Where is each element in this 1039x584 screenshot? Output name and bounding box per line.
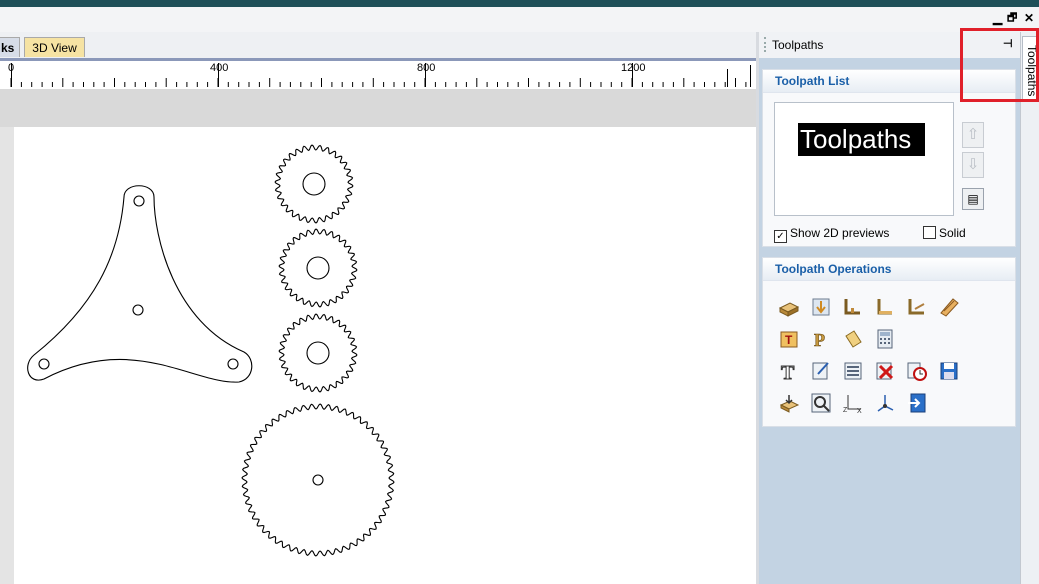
svg-text:Z: Z: [843, 407, 848, 414]
gear-small-3: [278, 313, 358, 393]
toolpath-list-section: Toolpath List Toolpaths ⇧ ⇩ ▤ ✓ Show 2D p…: [762, 69, 1016, 247]
toolpath-timer-icon[interactable]: [904, 358, 930, 384]
svg-text:T: T: [781, 362, 795, 382]
svg-text:T: T: [785, 333, 793, 347]
title-bar: [0, 0, 1039, 7]
toolpath-list-icon[interactable]: [840, 358, 866, 384]
moulding-toolpath-icon[interactable]: [840, 326, 866, 352]
ruler-label: 0: [8, 62, 15, 74]
view-tabs: ks 3D View: [0, 32, 756, 59]
solid-label: Solid: [939, 226, 966, 240]
gear-small-1: [274, 144, 354, 224]
toolpath-listbox[interactable]: Toolpaths: [774, 102, 954, 216]
prism-carve-icon[interactable]: P: [808, 326, 834, 352]
side-tab-label: Toolpaths: [1025, 45, 1039, 97]
gear-large: [241, 403, 395, 557]
ruler-label: 800: [417, 62, 436, 74]
toolpaths-side-tab[interactable]: Toolpaths: [1020, 32, 1039, 584]
toolpaths-panel: Toolpaths ⊣ Toolpath List Toolpaths ⇧ ⇩ …: [759, 32, 1020, 584]
svg-text:P: P: [814, 330, 825, 350]
save-toolpath-icon[interactable]: [936, 358, 962, 384]
gear-small-2: [278, 228, 358, 308]
import-toolpath-icon[interactable]: [904, 390, 930, 416]
delete-toolpath-icon[interactable]: [872, 358, 898, 384]
horizontal-ruler: 0 400 800 1200: [0, 58, 756, 89]
edit-toolpath-icon[interactable]: [808, 358, 834, 384]
toolpath-list-item[interactable]: Toolpaths: [798, 123, 926, 156]
toolpath-list-title: Toolpath List: [763, 70, 1015, 93]
preview-toolpaths-icon[interactable]: [808, 390, 834, 416]
axis-setup-icon[interactable]: [872, 390, 898, 416]
solid-checkbox[interactable]: Solid: [923, 226, 966, 240]
summary-icon: ▤: [967, 192, 979, 206]
toolpath-calculator-icon[interactable]: [872, 326, 898, 352]
svg-text:X: X: [857, 408, 862, 414]
text-tool-icon[interactable]: T: [776, 358, 802, 384]
pin-icon[interactable]: ⊣: [1003, 38, 1013, 50]
material-setup-icon[interactable]: [776, 390, 802, 416]
menu-bar: [0, 7, 1039, 32]
minimize-icon[interactable]: ▁: [993, 11, 1003, 25]
checkbox-box[interactable]: ✓: [774, 230, 787, 243]
highlight-box: [960, 28, 1039, 102]
move-down-button[interactable]: ⇩: [962, 152, 984, 178]
vertical-ruler-header: [0, 89, 756, 127]
tab-2d-view[interactable]: ks: [0, 37, 20, 57]
fluting-toolpath-icon[interactable]: [904, 294, 930, 320]
ruler-ticks: [10, 63, 751, 87]
toolpath-operations-title: Toolpath Operations: [763, 258, 1015, 281]
vertical-ruler: [0, 127, 14, 584]
design-canvas[interactable]: [14, 127, 756, 584]
v-carve-icon[interactable]: T: [776, 326, 802, 352]
toolpath-summary-button[interactable]: ▤: [962, 188, 984, 210]
panel-header: Toolpaths ⊣: [759, 32, 1020, 58]
tab-3d-view[interactable]: 3D View: [24, 37, 85, 57]
arrow-down-icon: ⇩: [966, 156, 980, 173]
grip-icon: [764, 37, 768, 52]
panel-title: Toolpaths: [772, 38, 824, 52]
show-2d-previews-label: Show 2D previews: [790, 226, 890, 240]
splitter[interactable]: [756, 32, 759, 584]
restore-icon[interactable]: 🗗: [1007, 12, 1018, 24]
show-2d-previews-checkbox[interactable]: ✓ Show 2D previews: [774, 226, 889, 243]
texture-toolpath-icon[interactable]: [936, 294, 962, 320]
ruler-label: 400: [210, 62, 229, 74]
quick-engrave-icon[interactable]: [872, 294, 898, 320]
drill-toolpath-icon[interactable]: [840, 294, 866, 320]
move-up-button[interactable]: ⇧: [962, 122, 984, 148]
checkbox-box[interactable]: [923, 226, 936, 239]
arrow-up-icon: ⇧: [966, 126, 980, 143]
ruler-label: 1200: [621, 62, 646, 74]
tri-plate-shape: [27, 185, 253, 383]
profile-toolpath-icon[interactable]: [776, 294, 802, 320]
close-icon[interactable]: ✕: [1024, 11, 1035, 25]
side-tab-button[interactable]: Toolpaths: [1022, 36, 1039, 100]
vector-drawing[interactable]: [14, 127, 756, 584]
pocket-toolpath-icon[interactable]: [808, 294, 834, 320]
